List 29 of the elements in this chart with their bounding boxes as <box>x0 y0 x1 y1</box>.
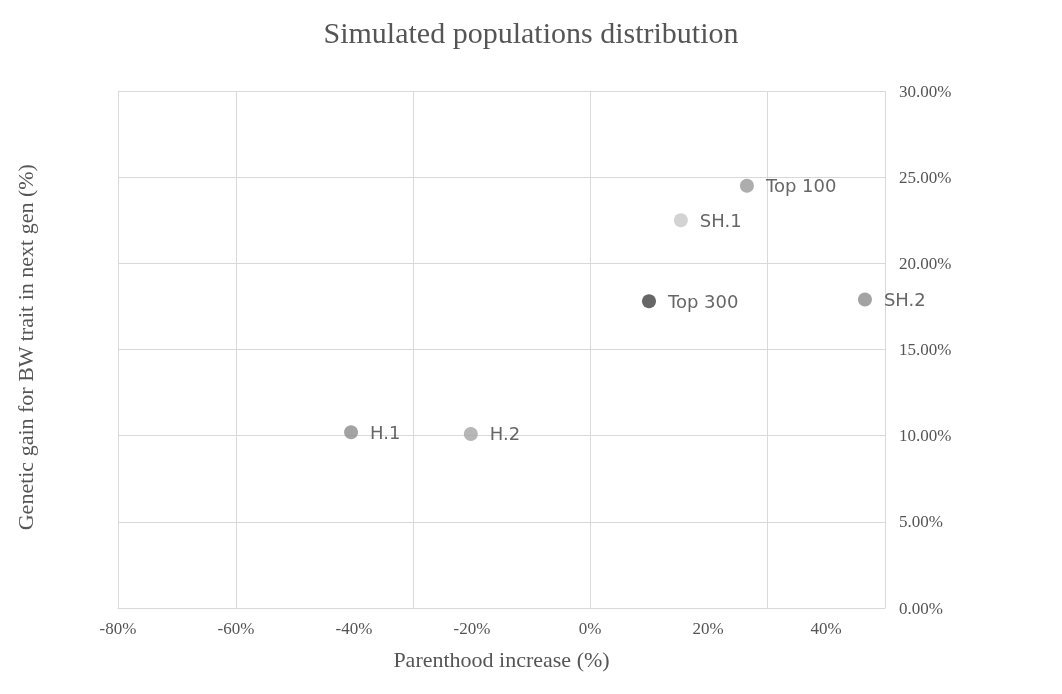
x-tick-label: -20% <box>453 619 491 638</box>
y-tick-label: 20.00% <box>899 253 952 273</box>
x-tick-label: -80% <box>99 619 137 638</box>
point <box>463 426 478 441</box>
x-tick-label: 20% <box>692 619 724 638</box>
series-label: Top 100 <box>764 175 837 197</box>
x-tick-label: 40% <box>810 619 842 638</box>
point <box>673 213 688 228</box>
series-label: H.2 <box>489 423 521 445</box>
point <box>857 292 872 307</box>
point <box>642 294 656 309</box>
y-tick-label: 25.00% <box>899 167 952 187</box>
series-label: SH.2 <box>883 289 926 311</box>
y-axis-title: Genetic gain for BW trait in next gen (%) <box>12 164 38 531</box>
y-tick-label: 0.00% <box>899 598 943 618</box>
point <box>344 425 359 440</box>
y-tick-label: 15.00% <box>899 340 952 359</box>
y-tick-label: 10.00% <box>899 426 952 446</box>
series-label: Top 300 <box>667 290 739 312</box>
y-tick-label: 5.00% <box>899 512 943 532</box>
x-tick-label: 0% <box>578 619 602 638</box>
y-tick-label: 30.00% <box>899 81 952 101</box>
series-label: H.1 <box>370 421 401 443</box>
point <box>739 178 754 193</box>
x-tick-label: -40% <box>335 619 373 638</box>
chart-title: Simulated populations distribution <box>323 15 739 49</box>
x-axis-title: Parenthood increase (%) <box>393 646 610 672</box>
x-tick-label: -60% <box>217 619 255 638</box>
series-label: SH.1 <box>699 209 742 231</box>
